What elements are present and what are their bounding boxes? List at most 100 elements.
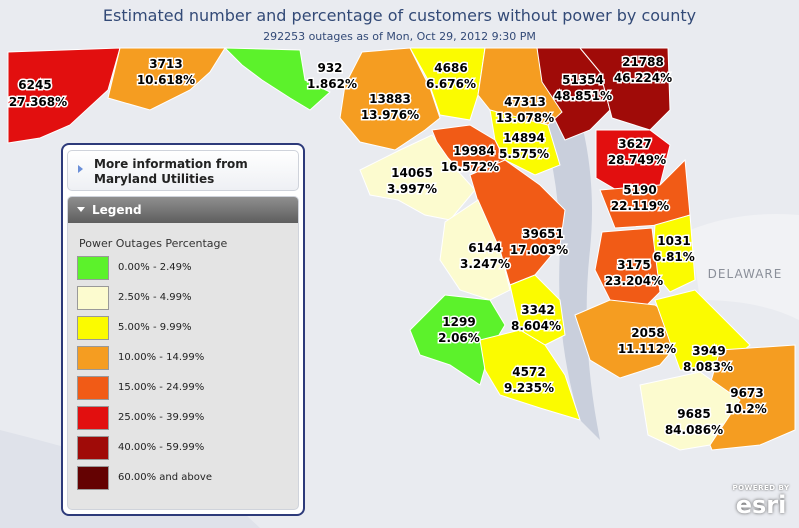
state-label-delaware: DELAWARE xyxy=(708,267,783,281)
info-panel: More information from Maryland Utilities… xyxy=(61,143,305,516)
county-percentage: 8.083% xyxy=(683,360,733,374)
county-shape[interactable] xyxy=(439,199,511,301)
county-percentage: 6.81% xyxy=(653,250,695,264)
county-percentage: 11.112% xyxy=(618,342,676,356)
legend-items: 0.00% - 2.49% 2.50% - 4.99% 5.00% - 9.99… xyxy=(77,256,298,496)
county-count: 3342 xyxy=(521,303,554,317)
esri-logo[interactable]: POWERED BY esri xyxy=(729,484,793,522)
county-percentage: 1.862% xyxy=(307,77,357,91)
county-shape[interactable] xyxy=(359,134,476,221)
county-count: 39651 xyxy=(522,227,564,241)
legend-item: 0.00% - 2.49% xyxy=(77,256,298,286)
county-percentage: 9.235% xyxy=(504,381,554,395)
county-shape[interactable] xyxy=(639,371,741,451)
chevron-right-icon xyxy=(78,165,83,173)
legend-label: 10.00% - 14.99% xyxy=(118,352,205,363)
legend-swatch xyxy=(77,256,109,280)
legend-item: 10.00% - 14.99% xyxy=(77,346,298,376)
legend-item: 5.00% - 9.99% xyxy=(77,316,298,346)
county-percentage: 84.086% xyxy=(665,423,723,437)
county-count: 6144 xyxy=(468,241,501,255)
county-shape[interactable] xyxy=(339,47,441,151)
county-percentage: 6.676% xyxy=(426,77,476,91)
legend-label: 0.00% - 2.49% xyxy=(118,262,192,273)
county-count: 6245 xyxy=(18,78,51,92)
legend-item: 60.00% and above xyxy=(77,466,298,496)
legend-label: 5.00% - 9.99% xyxy=(118,322,192,333)
legend-label: 15.00% - 24.99% xyxy=(118,382,205,393)
county-count: 19984 xyxy=(453,144,495,158)
legend-label: 2.50% - 4.99% xyxy=(118,292,192,303)
county-percentage: 3.247% xyxy=(460,257,510,271)
county-percentage: 17.003% xyxy=(510,243,568,257)
county-count: 5190 xyxy=(623,183,656,197)
legend-section: Legend Power Outages Percentage 0.00% - … xyxy=(67,196,299,510)
county-count: 51354 xyxy=(562,73,604,87)
county-percentage: 46.224% xyxy=(614,71,672,85)
legend-label: 40.00% - 59.99% xyxy=(118,442,205,453)
county-percentage: 16.572% xyxy=(441,160,499,174)
county-shape[interactable] xyxy=(223,47,331,111)
legend-item: 25.00% - 39.99% xyxy=(77,406,298,436)
legend-swatch xyxy=(77,286,109,310)
county-percentage: 23.204% xyxy=(605,274,663,288)
delaware-landmass xyxy=(690,214,799,320)
county-percentage: 13.078% xyxy=(496,111,554,125)
legend-swatch xyxy=(77,316,109,340)
esri-wordmark: esri xyxy=(735,491,787,519)
legend-header-label: Legend xyxy=(92,203,142,217)
legend-header[interactable]: Legend xyxy=(68,197,298,223)
county-count: 1031 xyxy=(657,234,690,248)
county-count: 4572 xyxy=(512,365,545,379)
county-count: 2058 xyxy=(631,326,664,340)
legend-item: 15.00% - 24.99% xyxy=(77,376,298,406)
map-title: Estimated number and percentage of custo… xyxy=(102,6,697,25)
more-info-accordion[interactable]: More information from Maryland Utilities xyxy=(67,150,299,191)
county-percentage: 2.06% xyxy=(438,331,480,345)
county-shape[interactable] xyxy=(479,329,581,421)
county-count: 14894 xyxy=(503,131,545,145)
county-percentage: 8.604% xyxy=(511,319,561,333)
county-count: 3949 xyxy=(692,344,725,358)
county-count: 3713 xyxy=(149,57,182,71)
legend-swatch xyxy=(77,436,109,460)
county-count: 1299 xyxy=(442,315,475,329)
chevron-down-icon xyxy=(77,207,85,212)
county-count: 932 xyxy=(317,61,342,75)
legend-label: 25.00% - 39.99% xyxy=(118,412,205,423)
legend-item: 2.50% - 4.99% xyxy=(77,286,298,316)
county-count: 47313 xyxy=(504,95,546,109)
legend-label: 60.00% and above xyxy=(118,472,212,483)
legend-swatch xyxy=(77,376,109,400)
legend-swatch xyxy=(77,466,109,490)
legend-swatch xyxy=(77,406,109,430)
county-count: 9673 xyxy=(730,386,763,400)
more-info-label: More information from Maryland Utilities xyxy=(94,157,248,186)
county-polygons xyxy=(7,47,796,451)
legend-swatch xyxy=(77,346,109,370)
county-count: 21788 xyxy=(622,55,664,69)
county-count: 3627 xyxy=(618,137,651,151)
county-percentage: 10.2% xyxy=(725,402,767,416)
county-percentage: 28.749% xyxy=(608,153,666,167)
county-count: 14065 xyxy=(391,166,433,180)
powered-by-label: POWERED BY xyxy=(732,484,790,492)
county-percentage: 3.997% xyxy=(387,182,437,196)
county-labels: 6245 27.368% 3713 10.618% 932 1.862% 468… xyxy=(7,54,768,439)
county-percentage: 22.119% xyxy=(611,199,669,213)
county-count: 3175 xyxy=(617,258,650,272)
map-subtitle: 292253 outages as of Mon, Oct 29, 2012 9… xyxy=(263,30,536,43)
county-count: 13883 xyxy=(369,92,411,106)
chesapeake-bay xyxy=(520,60,600,440)
legend-title: Power Outages Percentage xyxy=(79,237,228,250)
county-percentage: 13.976% xyxy=(361,108,419,122)
county-count: 9685 xyxy=(677,407,710,421)
county-percentage: 48.851% xyxy=(554,89,612,103)
county-percentage: 10.618% xyxy=(137,73,195,87)
county-count: 4686 xyxy=(434,61,467,75)
county-percentage: 5.575% xyxy=(499,147,549,161)
legend-item: 40.00% - 59.99% xyxy=(77,436,298,466)
county-percentage: 27.368% xyxy=(9,95,67,109)
